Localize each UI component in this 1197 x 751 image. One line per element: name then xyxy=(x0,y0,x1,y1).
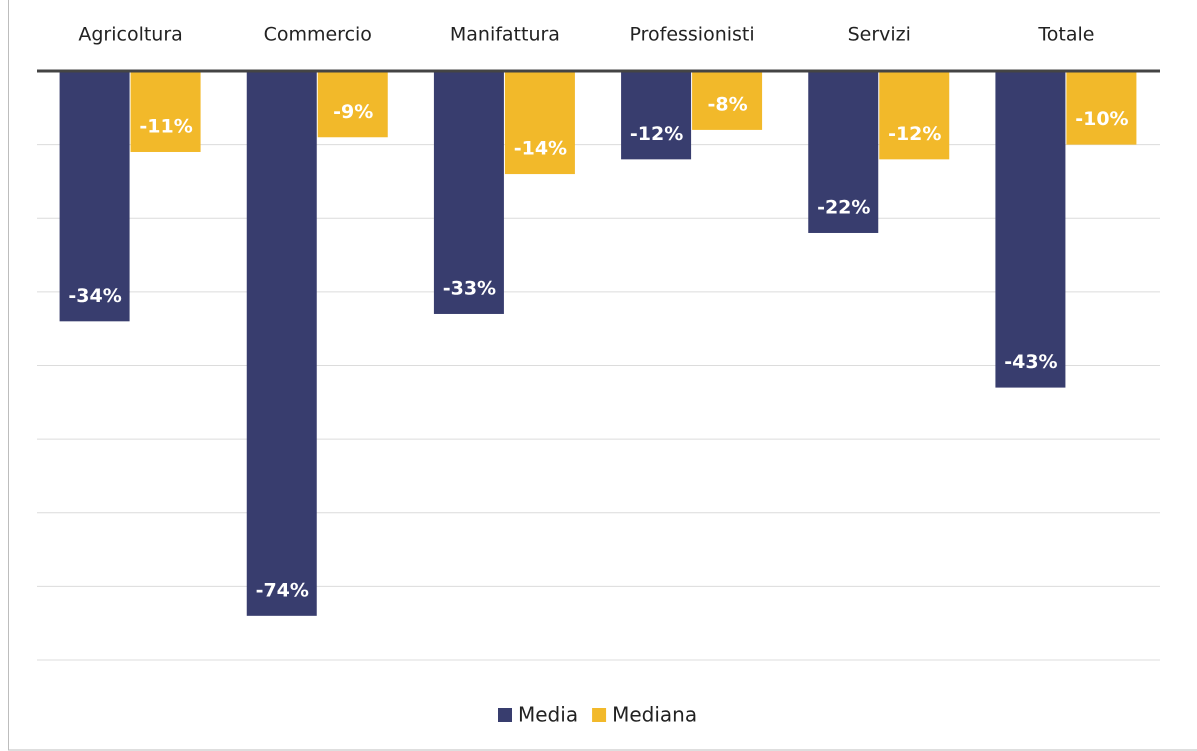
bar xyxy=(317,71,388,138)
x-tick-label: Agricoltura xyxy=(78,24,182,46)
data-label: -8% xyxy=(708,93,748,115)
bar xyxy=(692,71,763,130)
x-tick-label: Totale xyxy=(1037,24,1094,46)
bar xyxy=(1066,71,1137,145)
data-label: -34% xyxy=(68,285,121,307)
legend-swatch xyxy=(498,708,512,722)
legend-label: Media xyxy=(518,703,578,727)
x-tick-label: Commercio xyxy=(264,24,372,46)
bar xyxy=(59,71,130,322)
data-label: -74% xyxy=(256,579,309,601)
legend-label: Mediana xyxy=(612,703,697,727)
x-tick-label: Professionisti xyxy=(629,24,754,46)
data-label: -11% xyxy=(139,115,192,137)
x-tick-label: Servizi xyxy=(848,24,911,46)
bar xyxy=(808,71,879,233)
bar xyxy=(879,71,950,160)
data-label: -12% xyxy=(888,123,941,145)
bar xyxy=(433,71,504,314)
data-label: -9% xyxy=(333,101,373,123)
data-label: -22% xyxy=(817,196,870,218)
data-label: -43% xyxy=(1004,351,1057,373)
data-label: -10% xyxy=(1075,108,1128,130)
data-label: -12% xyxy=(630,123,683,145)
data-label: -14% xyxy=(514,138,567,160)
bar xyxy=(130,71,201,152)
frame xyxy=(8,0,1197,751)
bar xyxy=(504,71,575,175)
x-tick-label: Manifattura xyxy=(450,24,560,46)
bar xyxy=(246,71,317,616)
legend-swatch xyxy=(592,708,607,722)
data-label: -33% xyxy=(443,277,496,299)
bar xyxy=(621,71,692,160)
bar xyxy=(995,71,1066,388)
